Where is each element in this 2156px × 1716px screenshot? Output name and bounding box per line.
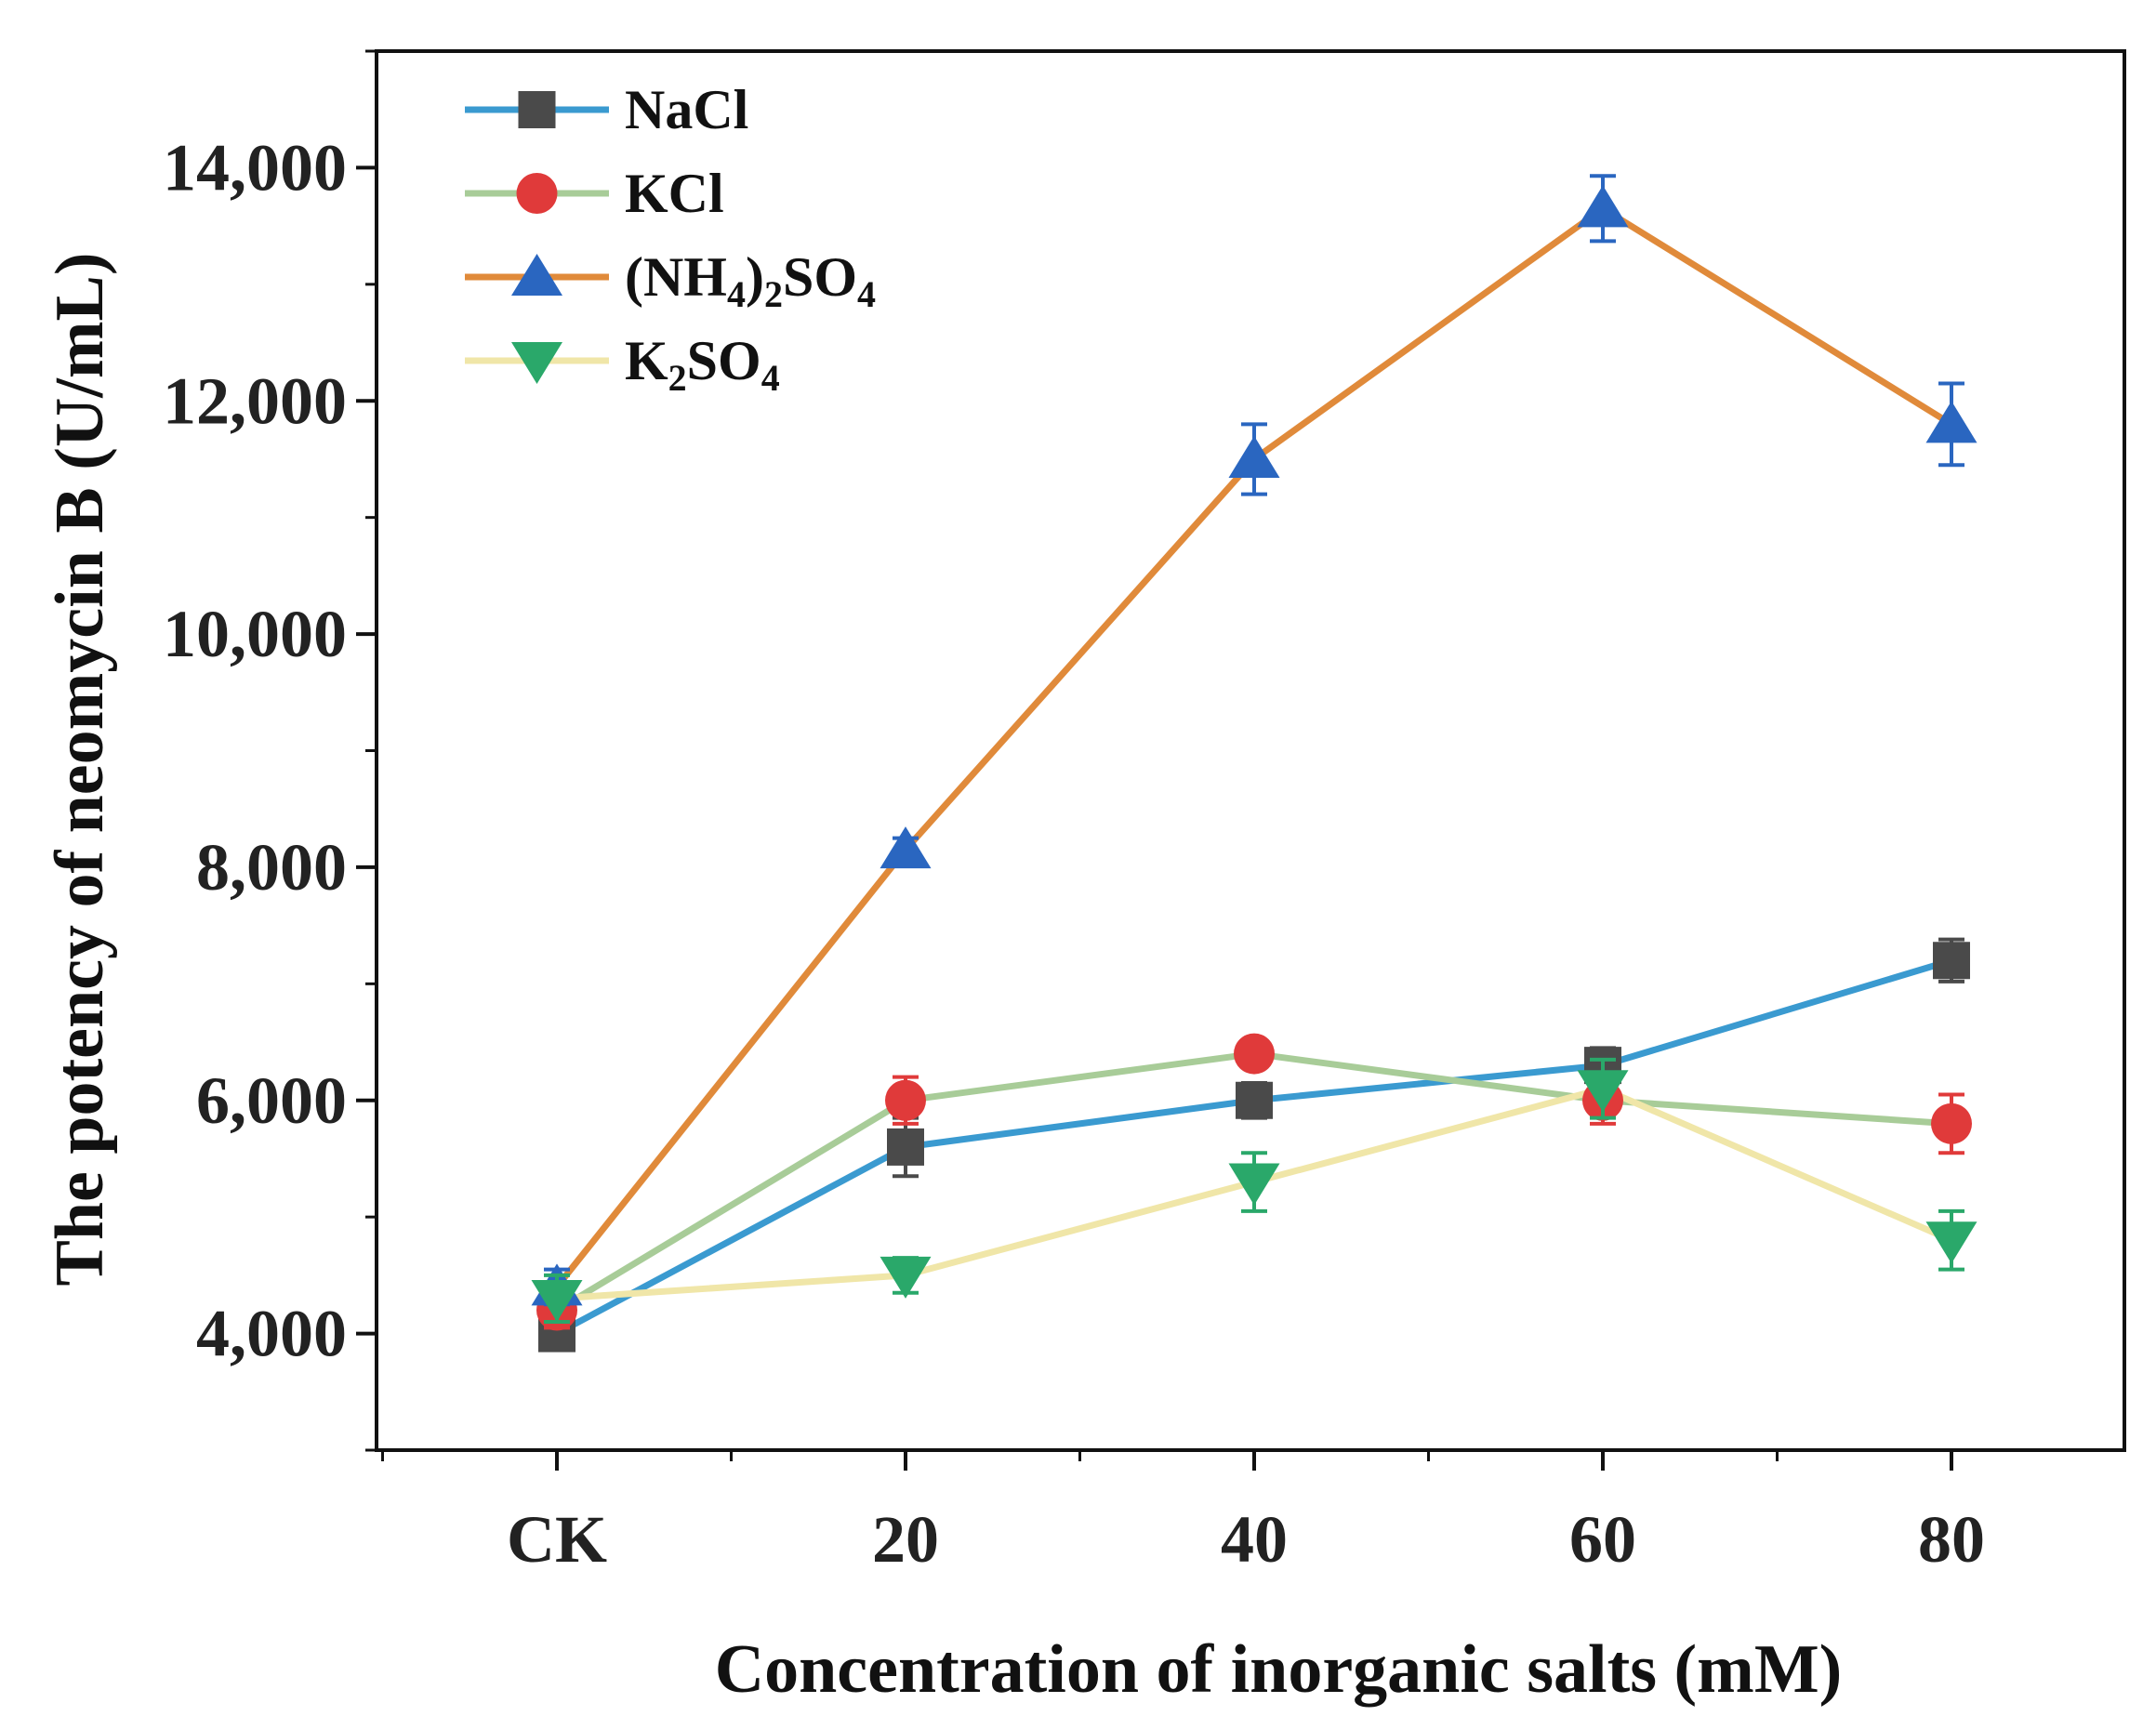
data-point-nh42so4 bbox=[880, 826, 932, 869]
marker-k2so4 bbox=[1925, 1221, 1977, 1264]
data-point-k2so4 bbox=[880, 1256, 932, 1299]
marker-kcl bbox=[1234, 1033, 1275, 1075]
data-point-nacl bbox=[887, 1115, 924, 1179]
legend-label: K2SO4 bbox=[625, 330, 780, 399]
x-tick-label: 80 bbox=[1918, 1502, 1985, 1577]
x-tick-label: CK bbox=[507, 1502, 607, 1577]
marker-kcl bbox=[885, 1079, 926, 1121]
x-tick-label: 40 bbox=[1221, 1502, 1288, 1577]
legend-marker-kcl bbox=[516, 173, 558, 214]
y-tick-label: 6,000 bbox=[196, 1063, 347, 1138]
y-tick-label: 8,000 bbox=[196, 830, 347, 904]
marker-nh42so4 bbox=[1577, 185, 1629, 228]
y-tick-label: 10,000 bbox=[163, 597, 347, 671]
y-tick-label: 4,000 bbox=[196, 1297, 347, 1371]
marker-k2so4 bbox=[880, 1256, 932, 1299]
marker-nh42so4 bbox=[1228, 435, 1280, 478]
marker-nacl bbox=[1933, 942, 1970, 980]
y-tick-label: 12,000 bbox=[163, 363, 347, 438]
data-point-kcl bbox=[1234, 1033, 1275, 1075]
data-point-kcl bbox=[1931, 1092, 1972, 1155]
legend-item-nh42so4: (NH4)2SO4 bbox=[465, 246, 876, 315]
legend: NaCl KCl (NH4)2SO4 K2SO4 bbox=[465, 79, 876, 399]
data-point-nh42so4 bbox=[1925, 381, 1977, 468]
x-tick-label: 20 bbox=[872, 1502, 939, 1577]
x-tick-label: 60 bbox=[1569, 1502, 1636, 1577]
legend-marker-nacl bbox=[518, 91, 556, 128]
marker-nh42so4 bbox=[1925, 401, 1977, 443]
marker-k2so4 bbox=[1228, 1163, 1280, 1206]
marker-nh42so4 bbox=[880, 826, 932, 869]
legend-item-k2so4: K2SO4 bbox=[465, 330, 780, 399]
legend-item-nacl: NaCl bbox=[465, 79, 748, 140]
legend-marker-nh42so4 bbox=[511, 254, 562, 296]
axis-layer: 4,000 6,000 8,000 10,000 12,000 14,000 CK 20 40 6… bbox=[163, 49, 1985, 1577]
marker-nacl bbox=[887, 1128, 924, 1166]
legend-marker-k2so4 bbox=[511, 342, 562, 384]
series-layer bbox=[531, 174, 1977, 1353]
legend-label: NaCl bbox=[625, 79, 748, 140]
x-axis-title: Concentration of inorganic salts (mM) bbox=[715, 1631, 1843, 1708]
marker-kcl bbox=[1931, 1102, 1972, 1144]
data-point-k2so4 bbox=[1228, 1151, 1280, 1213]
data-point-k2so4 bbox=[1925, 1208, 1977, 1272]
data-point-nh42so4 bbox=[1228, 422, 1280, 496]
data-point-nh42so4 bbox=[1577, 174, 1629, 244]
y-axis-title: The potency of neomycin B (U/mL) bbox=[42, 253, 118, 1287]
marker-k2so4 bbox=[531, 1279, 583, 1322]
marker-k2so4 bbox=[1577, 1070, 1629, 1113]
data-point-nacl bbox=[1236, 1080, 1273, 1120]
marker-nacl bbox=[1236, 1081, 1273, 1119]
data-point-k2so4 bbox=[1577, 1057, 1629, 1120]
data-point-k2so4 bbox=[531, 1273, 583, 1325]
data-point-kcl bbox=[885, 1075, 926, 1126]
legend-label: (NH4)2SO4 bbox=[625, 246, 876, 315]
legend-label: KCl bbox=[625, 163, 724, 224]
data-point-nacl bbox=[1933, 937, 1970, 983]
legend-item-kcl: KCl bbox=[465, 163, 724, 224]
y-tick-label: 14,000 bbox=[163, 130, 347, 205]
